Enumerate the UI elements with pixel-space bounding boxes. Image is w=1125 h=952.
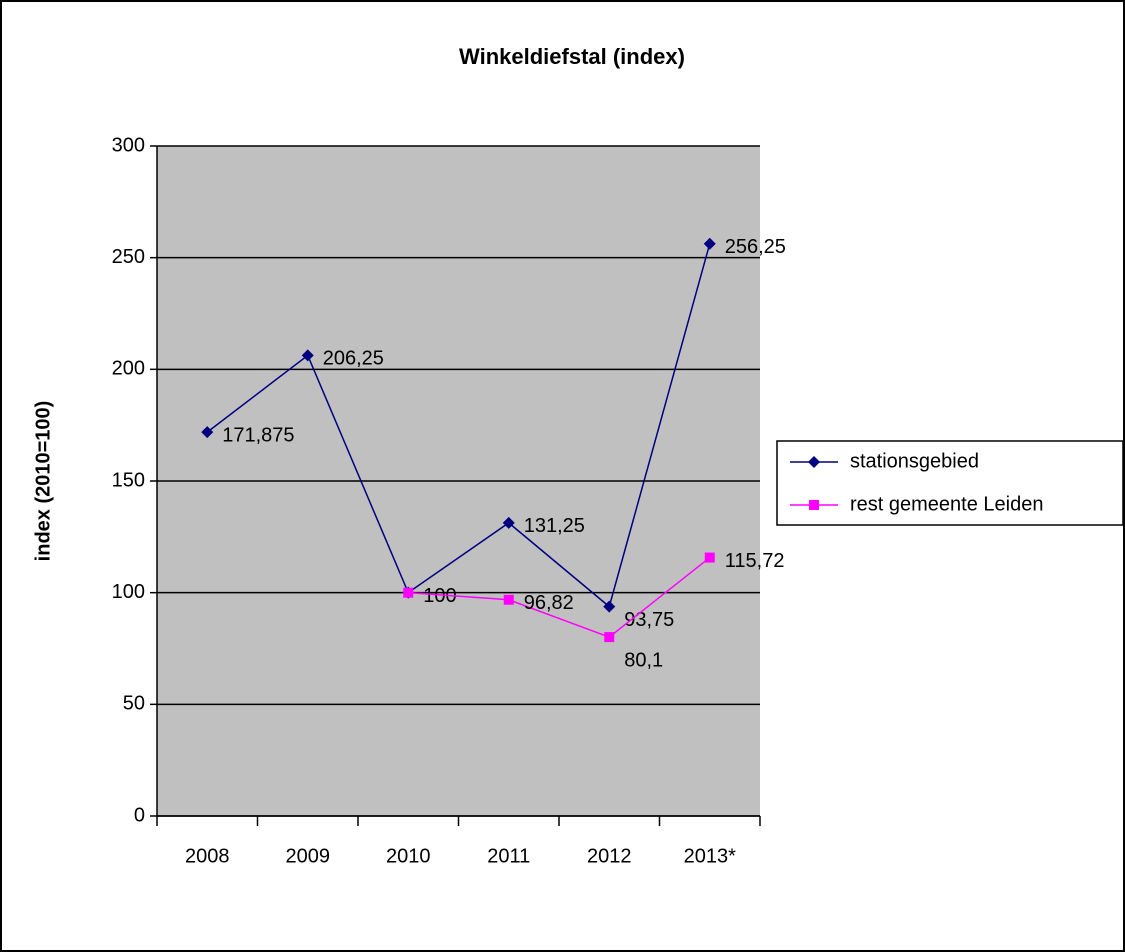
x-tick-label: 2013*: [684, 845, 736, 867]
data-point: [403, 587, 414, 598]
series-line: [408, 556, 711, 638]
data-label: 96,82: [524, 592, 574, 614]
x-tick-label: 2009: [286, 845, 331, 867]
data-label: 256,25: [725, 236, 786, 258]
series-line: [206, 243, 711, 608]
y-tick-label: 200: [112, 358, 145, 380]
data-point: [301, 349, 314, 362]
y-tick-label: 100: [112, 581, 145, 603]
chart-title: Winkeldiefstal (index): [459, 44, 685, 69]
legend-box: [776, 440, 1124, 526]
data-point: [603, 600, 616, 613]
data-point: [503, 594, 514, 605]
x-tick-label: 2012: [587, 845, 632, 867]
data-point: [704, 552, 715, 563]
data-label: 100: [423, 585, 456, 607]
data-point: [201, 426, 214, 439]
data-label: 171,875: [222, 424, 294, 446]
data-point: [703, 237, 716, 250]
y-tick-label: 50: [123, 693, 145, 715]
x-tick-label: 2010: [386, 845, 431, 867]
data-label: 131,25: [524, 515, 585, 537]
y-tick-label: 250: [112, 246, 145, 268]
legend-label: rest gemeente Leiden: [850, 493, 1043, 515]
legend-marker: [809, 500, 819, 510]
x-tick-label: 2011: [487, 845, 530, 867]
data-point: [502, 516, 515, 529]
y-axis-title: index (2010=100): [32, 401, 54, 562]
y-tick-label: 150: [112, 469, 145, 491]
data-point: [604, 632, 615, 643]
data-label: 80,1: [624, 649, 663, 671]
x-tick-label: 2008: [185, 845, 230, 867]
legend-marker: [808, 456, 820, 468]
y-tick-label: 0: [134, 804, 145, 826]
data-label: 206,25: [323, 348, 384, 370]
legend-label: stationsgebied: [850, 450, 979, 472]
y-tick-label: 300: [112, 134, 145, 156]
data-label: 115,72: [725, 550, 785, 572]
